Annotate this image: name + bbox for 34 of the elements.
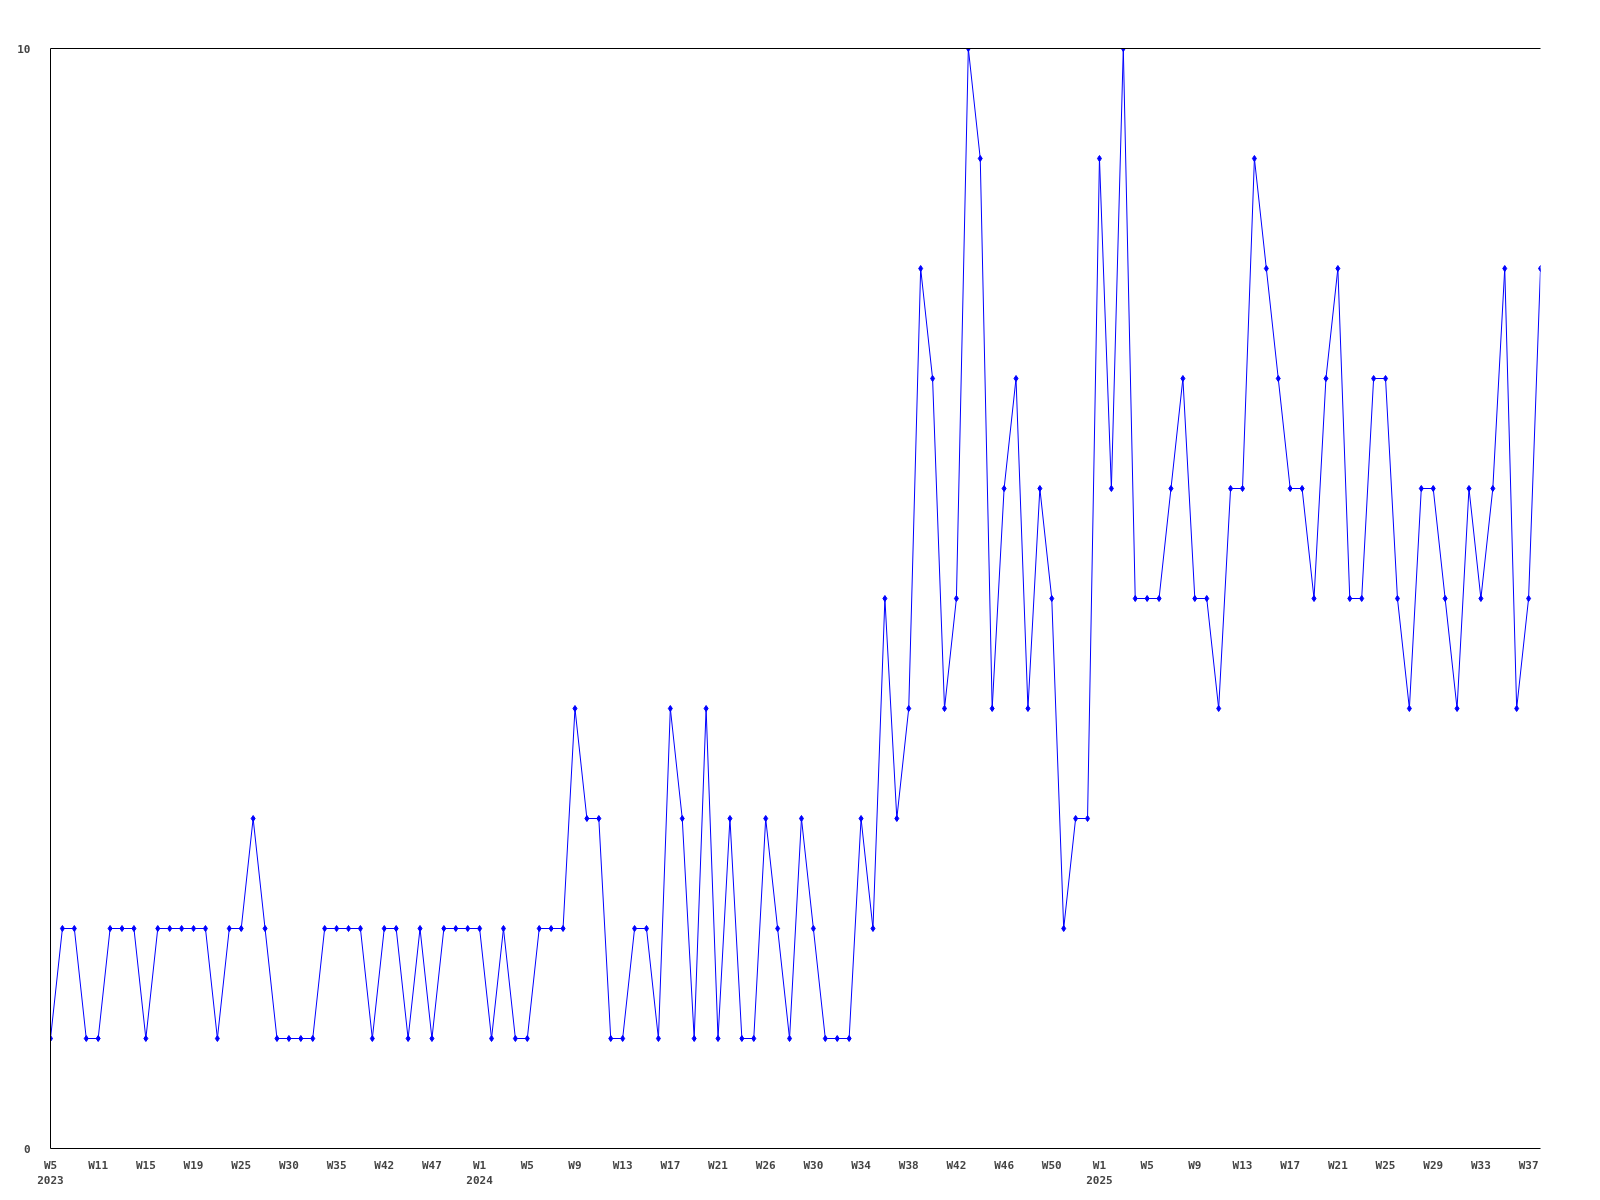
x-tick-label: W34 — [851, 1158, 872, 1172]
x-tick-label: W13 — [1232, 1158, 1253, 1172]
x-tick-label: W42 — [946, 1158, 967, 1172]
x-tick-label: W33 — [1470, 1158, 1491, 1172]
x-tick-label: W30 — [278, 1158, 299, 1172]
x-tick-label: W50 — [1041, 1158, 1062, 1172]
x-tick-label: W11 — [88, 1158, 109, 1172]
x-tick-label: W9 — [568, 1158, 582, 1172]
y-tick-label: 10 — [17, 42, 31, 56]
x-tick-label: W35 — [326, 1158, 347, 1172]
x-tick-label: W21 — [1327, 1158, 1349, 1172]
x-tick-label: W9 — [1188, 1158, 1202, 1172]
x-tick-label: W46 — [994, 1158, 1015, 1172]
x-tick-label: W1 2025 — [1086, 1158, 1113, 1188]
y-tick-label: 0 — [23, 1142, 31, 1156]
x-tick-label: W25 — [231, 1158, 252, 1172]
x-tick-label: W17 — [1280, 1158, 1301, 1172]
x-tick-label: W42 — [374, 1158, 395, 1172]
x-tick-label: W13 — [612, 1158, 633, 1172]
x-tick-label: W1 2024 — [466, 1158, 494, 1188]
x-tick-label: W5 — [1140, 1158, 1154, 1172]
x-tick-label: W38 — [898, 1158, 919, 1172]
x-tick-label: W21 — [708, 1158, 729, 1172]
x-tick-label: W25 — [1375, 1158, 1396, 1172]
x-tick-label: W19 — [183, 1158, 204, 1172]
x-tick-label: W17 — [660, 1158, 681, 1172]
x-tick-label: W47 — [422, 1158, 442, 1172]
x-tick-label: W30 — [803, 1158, 824, 1172]
x-tick-label: W5 — [520, 1158, 534, 1172]
x-tick-label: W5 2023 — [37, 1158, 64, 1188]
x-tick-label: W37 — [1518, 1158, 1539, 1172]
x-tick-label: W26 — [755, 1158, 777, 1172]
x-tick-label: W15 — [135, 1158, 156, 1172]
x-tick-label: W29 — [1423, 1158, 1444, 1172]
